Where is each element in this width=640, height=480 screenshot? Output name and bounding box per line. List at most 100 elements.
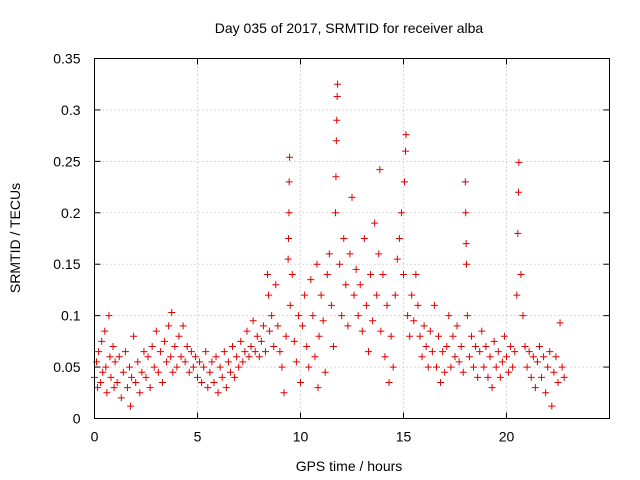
data-point (340, 235, 348, 242)
data-point (150, 363, 158, 371)
data-point (488, 384, 496, 392)
data-point (103, 389, 111, 397)
data-point (511, 348, 519, 356)
data-point (171, 343, 179, 350)
data-point (311, 353, 319, 361)
x-tick-label: 20 (499, 429, 515, 445)
data-point (498, 358, 506, 366)
data-point (177, 353, 185, 361)
data-point (430, 301, 438, 309)
data-point (179, 322, 187, 330)
data-point (196, 358, 204, 366)
data-point (478, 327, 486, 335)
data-point (548, 402, 556, 410)
data-point (288, 271, 296, 278)
data-point (286, 153, 294, 161)
data-point (465, 353, 473, 361)
data-point (447, 363, 455, 371)
data-point (226, 368, 234, 376)
data-point (350, 291, 358, 299)
y-tick-label: 0.1 (61, 308, 81, 324)
data-point (494, 348, 502, 356)
data-point (128, 373, 136, 381)
x-tick-label: 15 (396, 429, 412, 445)
data-points (91, 80, 568, 410)
data-point (206, 368, 214, 376)
data-point (422, 343, 430, 350)
data-point (332, 173, 340, 181)
y-tick-label: 0 (73, 411, 81, 427)
data-point (208, 358, 216, 366)
data-point (255, 353, 263, 361)
data-point (140, 348, 148, 356)
data-point (515, 158, 523, 166)
data-point (276, 348, 284, 356)
data-point (550, 368, 558, 376)
x-tick-label: 10 (293, 429, 309, 445)
data-point (98, 337, 106, 345)
data-point (334, 80, 342, 88)
data-point (455, 358, 463, 366)
data-point (249, 317, 257, 325)
data-point (527, 373, 535, 381)
data-point (441, 368, 449, 376)
data-point (387, 332, 395, 340)
data-point (235, 363, 243, 371)
data-point (301, 291, 309, 299)
data-point (385, 379, 393, 386)
x-tick-label: 0 (91, 429, 99, 445)
data-point (338, 312, 346, 320)
data-point (216, 363, 224, 371)
data-point (305, 363, 313, 371)
data-point (552, 353, 560, 361)
data-point (327, 301, 335, 309)
data-point (97, 379, 105, 386)
axis-ticks (94, 58, 610, 419)
x-tick-label: 5 (194, 429, 202, 445)
data-point (443, 343, 451, 350)
data-point (134, 358, 142, 366)
data-point (285, 209, 293, 217)
data-point (224, 358, 232, 366)
data-point (514, 229, 522, 237)
data-point (282, 332, 290, 340)
data-point (168, 309, 176, 317)
data-point (165, 322, 173, 330)
data-point (268, 312, 276, 320)
data-point (167, 353, 175, 361)
y-tick-labels: 0 0.05 0.1 0.15 0.2 0.25 0.3 0.35 (53, 51, 80, 427)
y-tick-label: 0.2 (61, 205, 81, 221)
data-point (358, 327, 366, 335)
data-point (379, 271, 387, 278)
data-point (278, 363, 286, 371)
data-point (109, 343, 117, 350)
data-point (117, 394, 125, 402)
data-point (119, 368, 127, 376)
data-point (106, 353, 114, 361)
data-point (257, 337, 265, 345)
data-point (251, 348, 259, 356)
data-point (280, 389, 288, 397)
data-point (183, 343, 191, 350)
data-point (402, 131, 410, 139)
data-point (426, 327, 434, 335)
data-point (175, 332, 183, 340)
data-point (414, 301, 422, 309)
data-point (152, 327, 160, 335)
data-point (560, 373, 568, 381)
data-point (121, 348, 129, 356)
x-tick-labels: 0 5 10 15 20 (91, 429, 515, 445)
data-point (290, 337, 298, 345)
data-point (323, 271, 331, 278)
data-point (198, 379, 206, 386)
data-point (356, 281, 364, 289)
data-point (299, 322, 307, 330)
data-point (558, 363, 566, 371)
data-point (243, 327, 251, 335)
data-point (136, 389, 144, 397)
data-point (332, 137, 340, 145)
data-point (529, 353, 537, 361)
data-point (185, 368, 193, 376)
data-point (408, 291, 416, 299)
